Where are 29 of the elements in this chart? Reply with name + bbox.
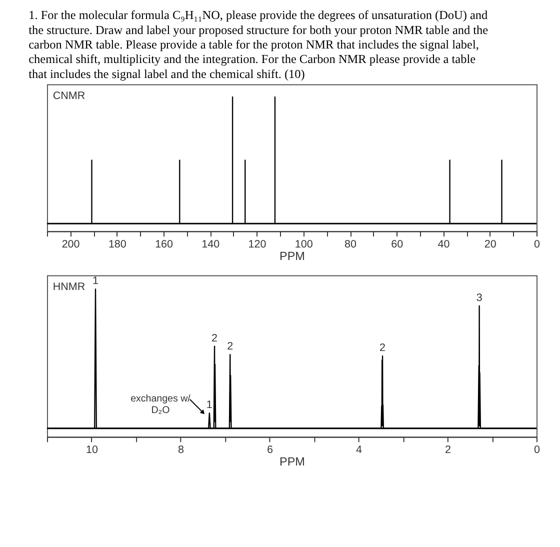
annotation: 2	[380, 342, 386, 354]
x-tick-label: 60	[391, 238, 404, 250]
x-tick-label: 0	[534, 238, 540, 250]
x-tick-label: 0	[534, 444, 540, 456]
x-tick-label: 200	[62, 238, 80, 250]
x-tick-label: 100	[294, 238, 313, 250]
annotation: CNMR	[52, 90, 86, 102]
x-tick-label: 180	[108, 238, 126, 250]
x-tick-label: 80	[344, 238, 357, 250]
x-tick-label: 160	[155, 238, 174, 250]
annotation: exchanges w/ D₂O	[130, 393, 191, 416]
x-tick-label: 20	[484, 238, 496, 250]
annotation: 1	[206, 399, 212, 412]
chart-title: 1. For the molecular formula C₉H₁₁NO, please provide the degrees of unsaturation (DoU) and the structure. Draw and label your proposed structure for both your proton NMR table and the carbon NMR table. Please provide a table for the proton NMR that includes the signal label, chemical shift, multiplicity and the integration. For the Carbon NMR please provide a table that includes the signal label and the chemical shift. (10)	[28, 8, 488, 81]
annotation: 2	[212, 332, 218, 344]
x-axis-title: PPM	[280, 250, 305, 264]
x-tick-label: 2	[445, 444, 451, 456]
x-tick-label: 10	[86, 444, 98, 456]
annotation: HNMR	[52, 280, 86, 293]
annotation: 3	[476, 292, 482, 304]
x-tick-label: 8	[178, 444, 184, 456]
x-tick-label: 120	[248, 238, 266, 250]
annotation: 1	[92, 275, 99, 288]
x-tick-label: 4	[356, 444, 362, 456]
x-axis-title: PPM	[280, 456, 305, 469]
annotation: 2	[227, 340, 234, 353]
x-tick-label: 6	[266, 444, 273, 456]
x-tick-label: 140	[202, 238, 220, 250]
x-tick-label: 40	[438, 238, 450, 250]
